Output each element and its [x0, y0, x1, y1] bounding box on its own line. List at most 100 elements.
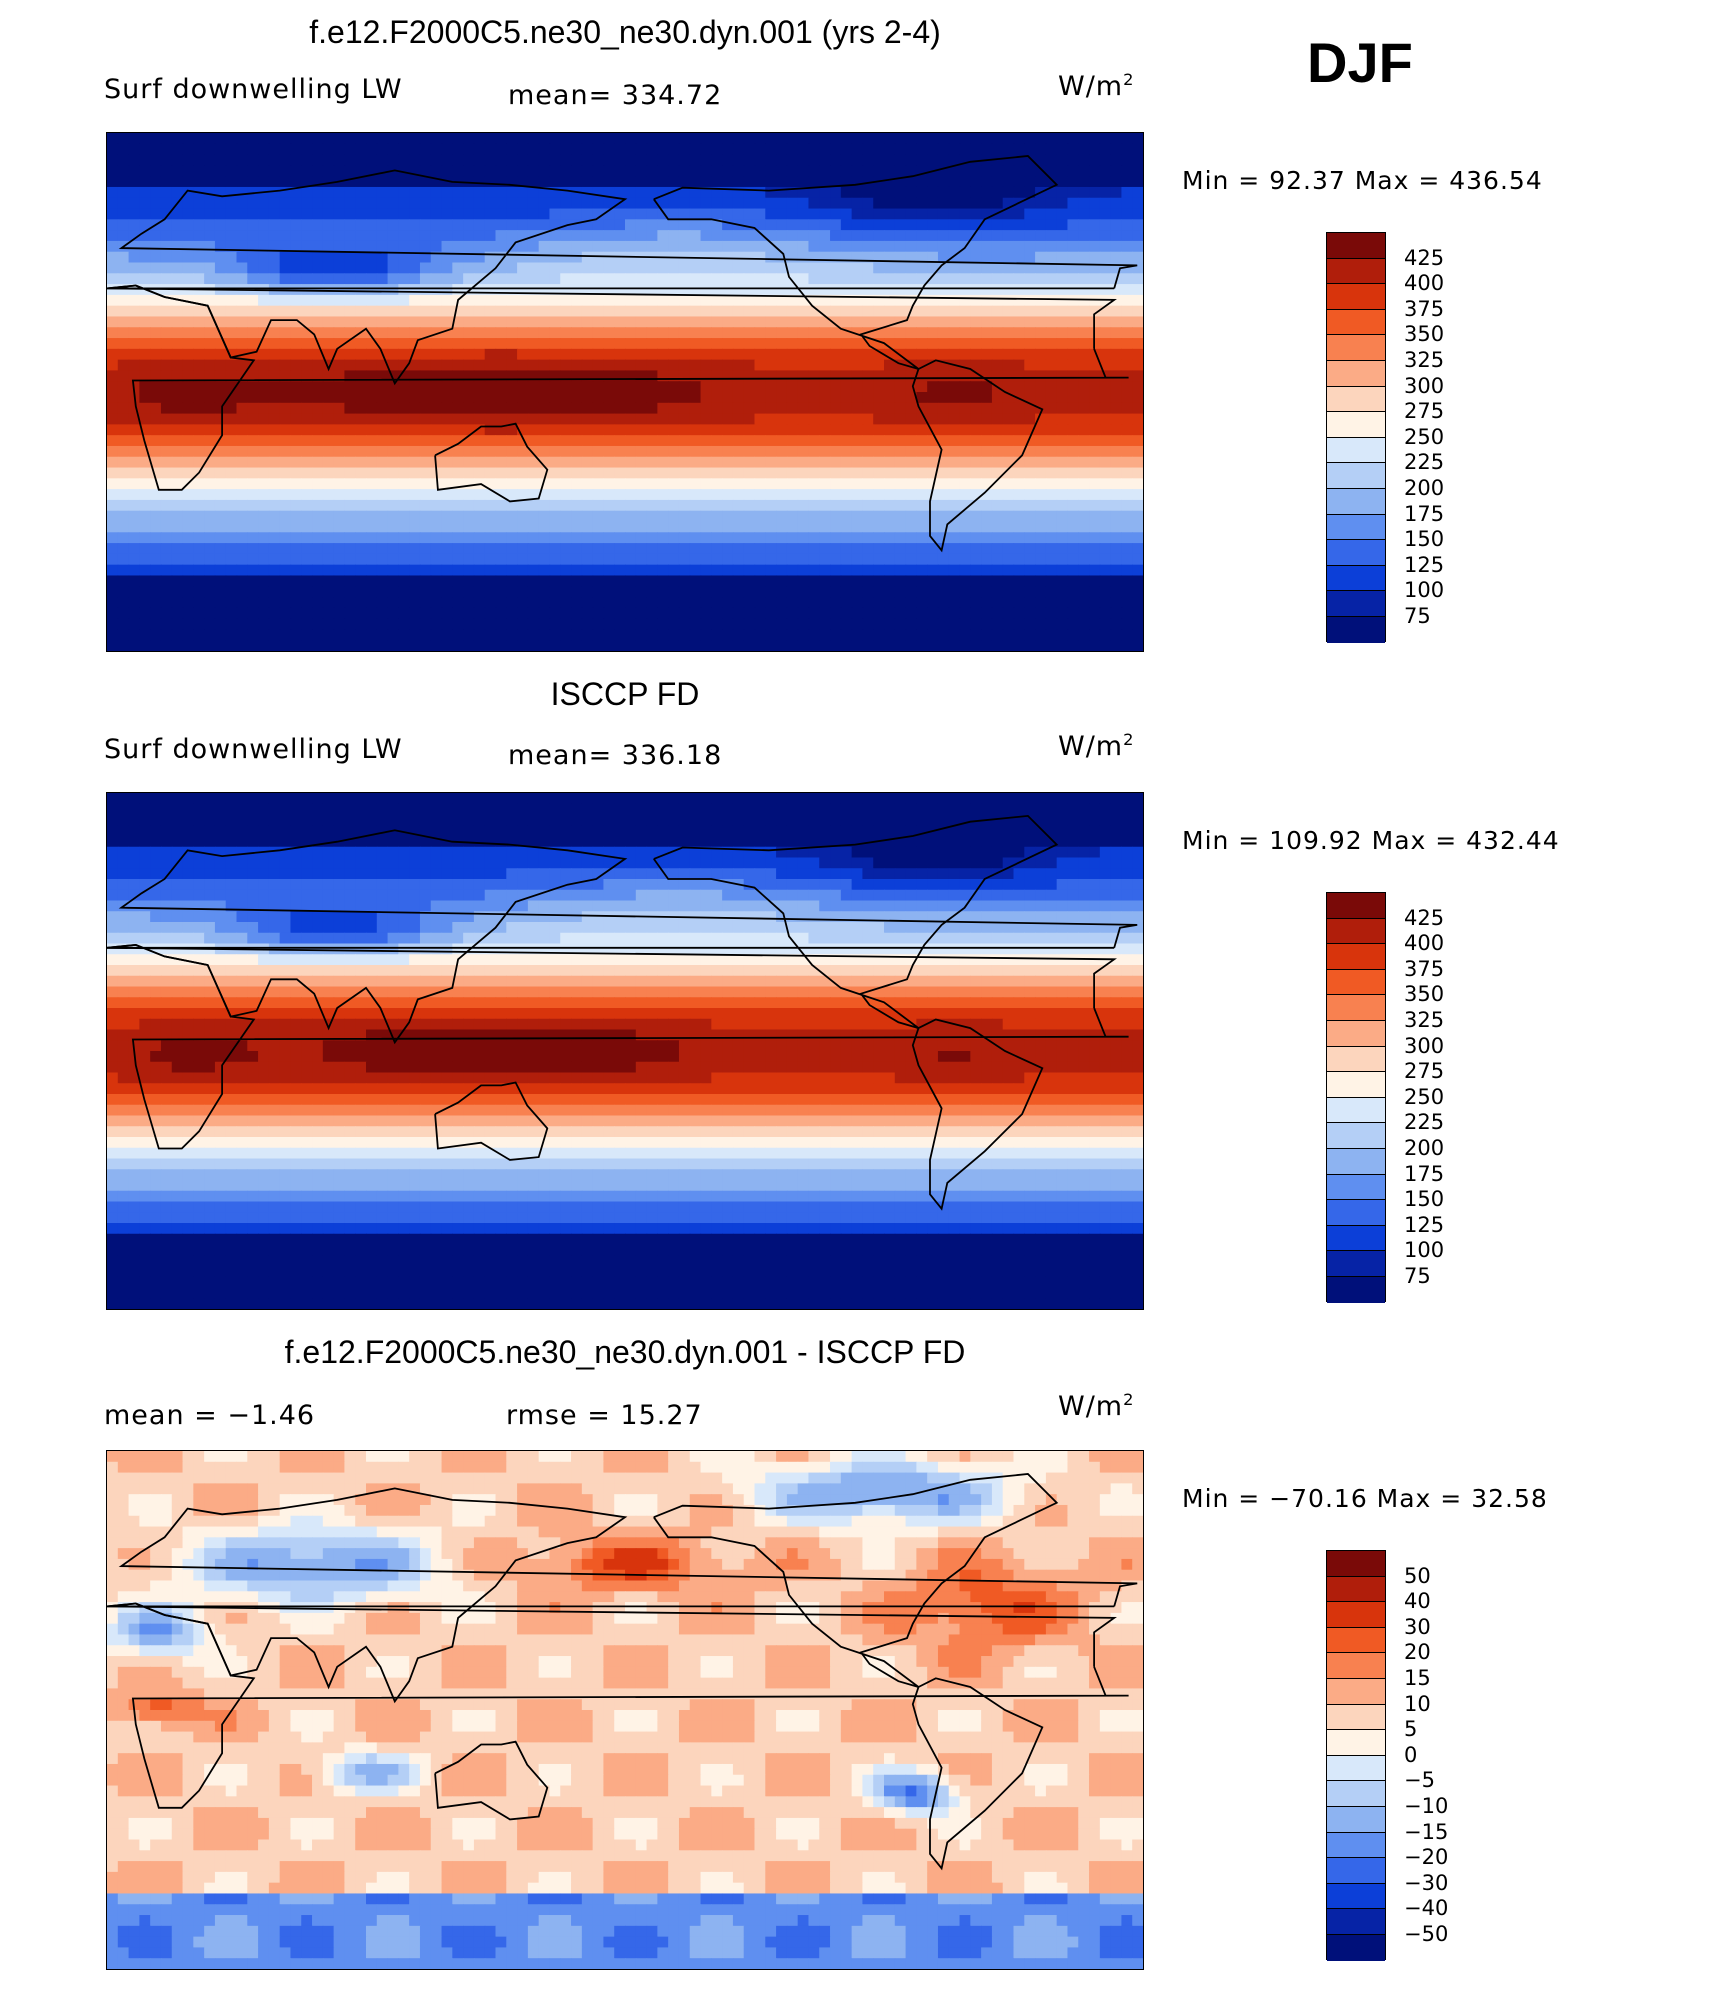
units-label: W/m2	[1058, 1390, 1135, 1422]
coastline	[653, 155, 1059, 370]
colorbar-tick-label: 100	[1404, 1238, 1445, 1263]
colorbar-segment	[1327, 412, 1385, 438]
coastline	[911, 1677, 1044, 1871]
colorbar-tick-label: 5	[1404, 1717, 1418, 1742]
colorbar-tick-label: 200	[1404, 1136, 1445, 1160]
coastline	[107, 1487, 1138, 1704]
coastline	[911, 1018, 1044, 1211]
colorbar-segment	[1327, 309, 1385, 336]
units-label: W/m2	[1058, 70, 1135, 102]
coastline	[107, 169, 1138, 386]
colorbar-segment	[1327, 1627, 1385, 1654]
mean-label: mean = −1.46	[104, 1400, 316, 1431]
colorbar	[1326, 232, 1386, 643]
colorbar-tick-label: 125	[1404, 552, 1445, 577]
colorbar-tick-label: 425	[1404, 245, 1445, 270]
colorbar-segment	[1327, 1046, 1385, 1073]
colorbar-segment	[1327, 1200, 1385, 1226]
coastline	[434, 422, 549, 503]
colorbar-segment	[1327, 591, 1385, 617]
colorbar-segment	[1327, 1858, 1385, 1884]
mean-label: mean= 336.18	[508, 740, 723, 771]
colorbar-tick-label: 400	[1404, 271, 1445, 296]
colorbar-segment	[1327, 1123, 1385, 1149]
colorbar-segment	[1327, 1730, 1385, 1756]
colorbar-segment	[1327, 1225, 1385, 1252]
colorbar-tick-label: 20	[1404, 1640, 1431, 1665]
colorbar-segment	[1327, 1832, 1385, 1859]
map-field	[107, 793, 1143, 1309]
colorbar-tick-label: 250	[1404, 424, 1445, 449]
colorbar-tick-label: 30	[1404, 1614, 1431, 1639]
colorbar-segment	[1327, 616, 1385, 643]
colorbar-segment	[1327, 540, 1385, 566]
colorbar	[1326, 892, 1386, 1303]
colorbar-tick-label: 300	[1404, 1033, 1445, 1058]
colorbar-segment	[1327, 1883, 1385, 1910]
colorbar-segment	[1327, 918, 1385, 945]
colorbar-segment	[1327, 1020, 1385, 1047]
colorbar-segment	[1327, 1653, 1385, 1679]
colorbar-tick-label: 100	[1404, 578, 1445, 603]
colorbar-segment	[1327, 514, 1385, 541]
coastline	[107, 829, 1138, 1045]
colorbar-tick-label: 375	[1404, 956, 1445, 981]
colorbar-segment	[1327, 995, 1385, 1021]
colorbar-segment	[1327, 284, 1385, 310]
colorbar-tick-label: 10	[1404, 1691, 1431, 1716]
map-model	[106, 132, 1144, 652]
colorbar-tick-label: 325	[1404, 348, 1445, 372]
coastline	[434, 1081, 549, 1161]
colorbar-tick-label: 300	[1404, 373, 1445, 398]
rmse-label: rmse = 15.27	[506, 1400, 703, 1431]
colorbar-segment	[1327, 1806, 1385, 1833]
colorbar-segment	[1327, 1097, 1385, 1124]
colorbar-tick-label: 350	[1404, 322, 1445, 347]
colorbar-tick-label: 350	[1404, 982, 1445, 1007]
map-field	[107, 133, 1143, 651]
colorbar-tick-label: 375	[1404, 296, 1445, 321]
coastline	[107, 284, 1129, 491]
colorbar	[1326, 1550, 1386, 1961]
colorbar-tick-label: 175	[1404, 501, 1445, 526]
colorbar-tick-label: 75	[1404, 604, 1431, 628]
panel-title: ISCCP FD	[550, 676, 700, 712]
map-field	[107, 1451, 1143, 1969]
colorbar-tick-label: 150	[1404, 1187, 1445, 1212]
colorbar-segment	[1327, 944, 1385, 970]
colorbar-tick-label: 425	[1404, 905, 1445, 930]
variable-label: Surf downwelling LW	[104, 734, 403, 765]
colorbar-tick-label: 275	[1404, 399, 1445, 424]
colorbar-tick-label: 275	[1404, 1059, 1445, 1084]
colorbar-tick-label: 225	[1404, 1110, 1445, 1135]
colorbar-segment	[1327, 1781, 1385, 1807]
colorbar-tick-label: 40	[1404, 1589, 1431, 1614]
colorbar-tick-label: 125	[1404, 1212, 1445, 1237]
colorbar-tick-label: 0	[1404, 1742, 1418, 1767]
colorbar-tick-label: 250	[1404, 1084, 1445, 1109]
mean-label: mean= 334.72	[508, 80, 723, 111]
colorbar-segment	[1327, 335, 1385, 361]
colorbar-tick-label: 225	[1404, 450, 1445, 475]
colorbar-segment	[1327, 360, 1385, 387]
colorbar-segment	[1327, 386, 1385, 413]
variable-label: Surf downwelling LW	[104, 74, 403, 105]
colorbar-tick-label: 200	[1404, 476, 1445, 500]
colorbar-segment	[1327, 1909, 1385, 1935]
colorbar-tick-label: 175	[1404, 1161, 1445, 1186]
panel-title: f.e12.F2000C5.ne30_ne30.dyn.001 - ISCCP …	[284, 1334, 966, 1370]
colorbar-segment	[1327, 1072, 1385, 1098]
colorbar-tick-label: 75	[1404, 1264, 1431, 1288]
colorbar-segment	[1327, 1551, 1385, 1577]
colorbar-segment	[1327, 1251, 1385, 1277]
colorbar-segment	[1327, 233, 1385, 259]
colorbar-tick-label: 325	[1404, 1008, 1445, 1032]
colorbar-segment	[1327, 565, 1385, 592]
colorbar-segment	[1327, 1934, 1385, 1961]
colorbar-segment	[1327, 488, 1385, 515]
min-max-label: Min = 92.37 Max = 436.54	[1182, 166, 1543, 195]
coastline	[107, 943, 1129, 1150]
colorbar-tick-label: −30	[1404, 1870, 1449, 1895]
coastline	[653, 1473, 1059, 1688]
colorbar-tick-label: 15	[1404, 1666, 1431, 1690]
